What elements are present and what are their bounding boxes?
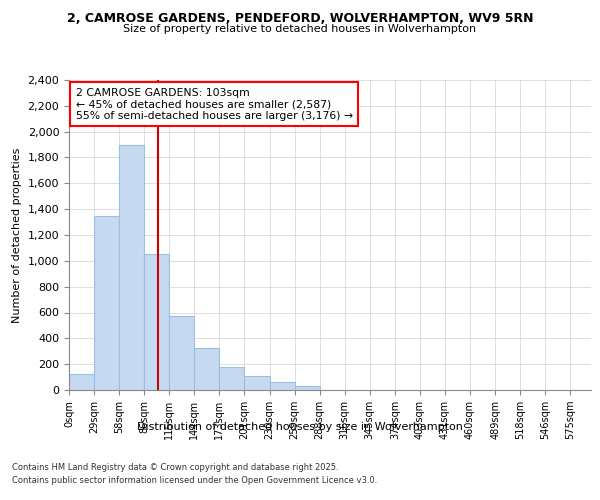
Bar xyxy=(194,348,220,390)
Text: 2, CAMROSE GARDENS, PENDEFORD, WOLVERHAMPTON, WV9 5RN: 2, CAMROSE GARDENS, PENDEFORD, WOLVERHAM… xyxy=(67,12,533,26)
Text: Contains public sector information licensed under the Open Government Licence v3: Contains public sector information licen… xyxy=(12,476,377,485)
Bar xyxy=(69,374,94,390)
Bar xyxy=(295,386,320,390)
Text: Contains HM Land Registry data © Crown copyright and database right 2025.: Contains HM Land Registry data © Crown c… xyxy=(12,462,338,471)
Bar xyxy=(169,316,194,390)
Bar xyxy=(94,216,119,390)
Bar xyxy=(269,382,295,390)
Y-axis label: Number of detached properties: Number of detached properties xyxy=(12,148,22,322)
Bar xyxy=(144,254,169,390)
Bar xyxy=(119,144,144,390)
Text: Distribution of detached houses by size in Wolverhampton: Distribution of detached houses by size … xyxy=(137,422,463,432)
Text: Size of property relative to detached houses in Wolverhampton: Size of property relative to detached ho… xyxy=(124,24,476,34)
Text: 2 CAMROSE GARDENS: 103sqm
← 45% of detached houses are smaller (2,587)
55% of se: 2 CAMROSE GARDENS: 103sqm ← 45% of detac… xyxy=(76,88,353,121)
Bar xyxy=(220,368,244,390)
Bar xyxy=(244,376,269,390)
